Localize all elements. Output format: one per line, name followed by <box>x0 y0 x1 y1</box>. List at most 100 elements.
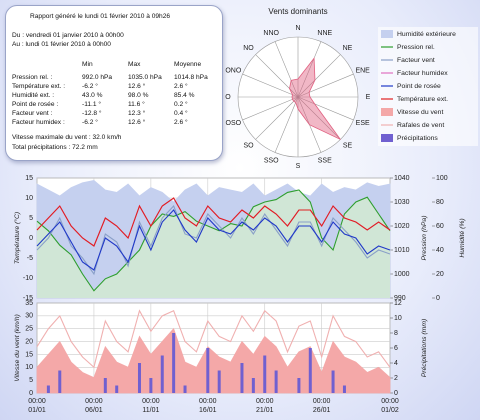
legend: Humidité extérieure Pression rel. Facteur … <box>378 27 478 146</box>
stats-row: Pression rel. : 992.0 hPa 1035.0 hPa 1014.8… <box>10 73 210 82</box>
y3-tick-label: 0 <box>436 295 440 302</box>
bar <box>103 378 107 393</box>
stats-table: Min Max Moyenne Pression rel. : 992.0 hPa… <box>10 60 210 127</box>
stats-cell: Facteur humidex : <box>12 119 65 126</box>
rose-label: ONO <box>225 67 242 74</box>
stats-cell: Pression rel. : <box>12 74 53 81</box>
stats-row: Point de rosée : -11.1 ° 11.6 ° 0.2 ° <box>10 100 210 109</box>
rose-spoke <box>242 96 299 121</box>
x-tick-time: 00:00 <box>85 398 103 405</box>
y-tick-label: 30 <box>25 313 33 320</box>
report-from: Du : vendredi 01 janvier 2010 à 00h00 <box>12 32 124 39</box>
y2-tick-label: 8 <box>394 330 398 337</box>
y2-tick-label: 4 <box>394 360 398 367</box>
stats-cell: 1035.0 hPa <box>128 74 162 81</box>
y-tick-label: 20 <box>25 338 33 345</box>
y3-axis-title: Humidité (%) <box>459 218 466 257</box>
y2-tick-label: 0 <box>394 390 398 397</box>
max-wind: Vitesse maximale du vent : 32.0 km/h <box>12 134 122 141</box>
rose-label: SSO <box>264 158 279 165</box>
y2-tick-label: 1010 <box>394 247 410 254</box>
y-tick-label: 5 <box>29 377 33 384</box>
y2-tick-label: 6 <box>394 345 398 352</box>
rose-label: SO <box>243 143 254 150</box>
rose-spoke <box>255 54 299 98</box>
rose-label: OSO <box>226 120 242 127</box>
y-tick-label: -10 <box>23 275 33 282</box>
stats-cell: 992.0 hPa <box>82 74 113 81</box>
bar <box>297 378 301 393</box>
stats-cell: Facteur vent : <box>12 110 53 117</box>
y2-tick-label: 1040 <box>394 175 410 182</box>
line <box>36 189 391 292</box>
line <box>36 197 391 247</box>
legend-label: Pression rel. <box>397 44 435 51</box>
x-tick-label: 21/01 <box>256 407 274 414</box>
x-tick-time: 00:00 <box>381 398 399 405</box>
header-cell: Moyenne <box>174 61 202 68</box>
x-tick-label: 06/01 <box>85 407 103 414</box>
legend-box <box>378 27 478 146</box>
bar <box>308 348 312 393</box>
y-tick-label: 15 <box>25 175 33 182</box>
line <box>36 205 391 276</box>
x-tick-label: 26/01 <box>313 407 331 414</box>
stats-cell: Température ext. : <box>12 83 66 90</box>
area <box>36 327 391 394</box>
stats-row: Humidité ext. : 43.0 % 98.0 % 85.4 % <box>10 91 210 100</box>
rose-spoke <box>274 41 299 98</box>
rose-label: N <box>295 25 300 32</box>
y-tick-label: -5 <box>27 255 33 262</box>
report-panel: Rapport généré le lundi 01 février 2010 … <box>5 5 223 161</box>
y2-tick-label: 2 <box>394 375 398 382</box>
x-tick-time: 00:00 <box>28 398 46 405</box>
y2-axis-title: Précipitations (mm) <box>421 319 428 378</box>
stats-cell: -11.1 ° <box>82 101 102 108</box>
y2-tick-label: 10 <box>394 315 402 322</box>
rose-label: SSE <box>318 158 332 165</box>
x-tick-label: 11/01 <box>142 407 159 414</box>
x-tick-time: 00:00 <box>313 398 331 405</box>
legend-label: Vitesse du vent <box>397 109 443 116</box>
stats-cell: 12.6 ° <box>128 119 146 126</box>
legend-label: Point de rosée <box>397 83 441 90</box>
y-tick-label: 5 <box>29 215 33 222</box>
rose-spoke <box>297 54 341 98</box>
y-tick-label: 0 <box>29 235 33 242</box>
x-tick-label: 16/01 <box>199 407 217 414</box>
bar <box>274 370 278 393</box>
y-tick-label: 10 <box>25 364 33 371</box>
stats-cell: -6.2 ° <box>82 119 98 126</box>
line-fill <box>37 190 390 298</box>
stats-cell: 98.0 % <box>128 92 149 99</box>
stats-cell: 11.6 ° <box>128 101 145 108</box>
bar <box>240 363 244 393</box>
bar <box>331 370 335 393</box>
stats-cell: 0.4 ° <box>174 110 188 117</box>
rose-spoke <box>297 73 354 98</box>
rose-area <box>289 57 341 140</box>
stats-cell: 2.6 ° <box>174 83 188 90</box>
stats-row: Température ext. : -6.2 ° 12.6 ° 2.6 ° <box>10 82 210 91</box>
report-to: Au : lundi 01 février 2010 à 00h00 <box>12 41 111 48</box>
x-tick-time: 00:00 <box>256 398 274 405</box>
y3-tick-label: 100 <box>436 175 448 182</box>
legend-label: Précipitations <box>397 135 438 142</box>
stats-cell: 2.6 ° <box>174 119 188 126</box>
stats-cell: 12.3 ° <box>128 110 146 117</box>
y-tick-label: 25 <box>25 326 33 333</box>
stats-cell: Point de rosée : <box>12 101 59 108</box>
bar <box>342 385 346 393</box>
header-cell: Max <box>128 61 141 68</box>
y-tick-label: 0 <box>29 390 33 397</box>
bar <box>206 348 210 393</box>
y2-tick-label: 1030 <box>394 199 410 206</box>
stats-cell: 43.0 % <box>82 92 103 99</box>
stats-header: Min Max Moyenne <box>10 60 210 69</box>
bar <box>58 370 62 393</box>
report-title: Rapport généré le lundi 01 février 2010 … <box>30 13 171 20</box>
total-rain: Total précipitations : 72.2 mm <box>12 144 98 151</box>
header-cell: Min <box>82 61 93 68</box>
